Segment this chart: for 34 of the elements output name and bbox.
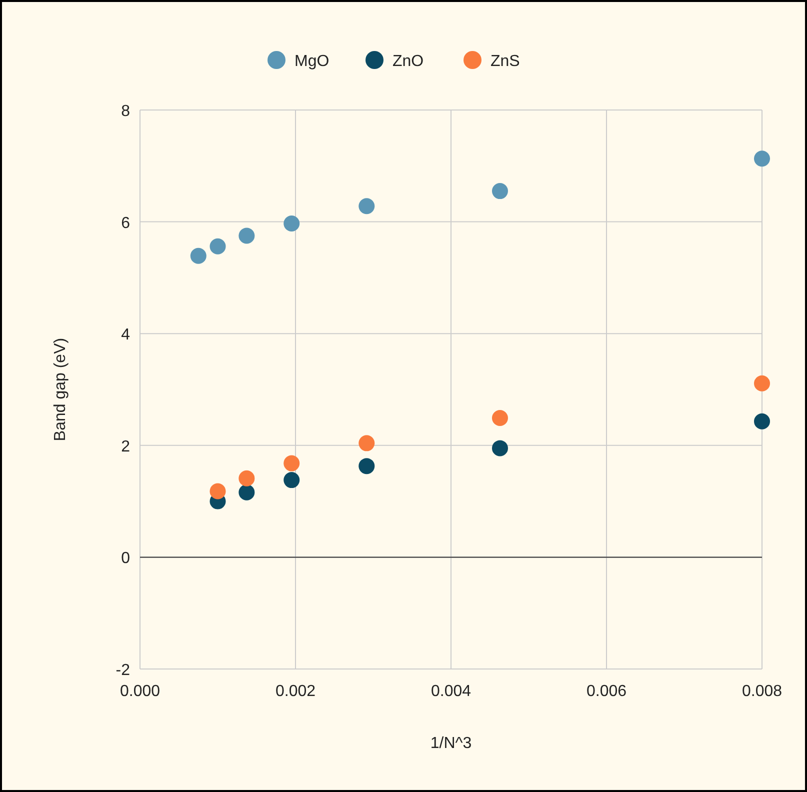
x-tick-label: 0.008: [742, 683, 782, 700]
legend-label: ZnS: [490, 53, 520, 70]
legend-label: ZnO: [392, 53, 424, 70]
y-tick-label: 0: [121, 550, 130, 568]
point: [754, 413, 770, 430]
point: [358, 435, 375, 452]
y-tick-label: -2: [116, 662, 130, 679]
x-tick-label: 0.004: [430, 683, 472, 700]
point: [284, 455, 300, 472]
x-tick-label: 0.000: [120, 683, 160, 700]
point: [210, 483, 226, 500]
point: [238, 484, 255, 500]
point: [358, 458, 375, 474]
legend-label: MgO: [294, 53, 330, 70]
y-tick-label: 4: [121, 326, 130, 344]
point: [284, 215, 300, 232]
x-axis-title: 1/N^3: [430, 735, 472, 752]
point: [210, 238, 226, 254]
y-tick-label: 2: [121, 438, 130, 456]
y-tick-label: 6: [121, 214, 130, 232]
point: [492, 440, 508, 456]
point: [284, 472, 300, 488]
point: [358, 198, 375, 214]
point: [492, 410, 508, 426]
x-tick-label: 0.006: [586, 683, 627, 700]
y-axis-title: Band gap (eV): [52, 338, 69, 442]
point: [238, 470, 255, 486]
point: [492, 183, 508, 200]
point: [754, 375, 770, 392]
point: [238, 228, 255, 244]
point: [754, 150, 770, 167]
x-tick-label: 0.002: [275, 683, 316, 700]
y-tick-label: 8: [121, 103, 130, 120]
point: [190, 248, 206, 264]
